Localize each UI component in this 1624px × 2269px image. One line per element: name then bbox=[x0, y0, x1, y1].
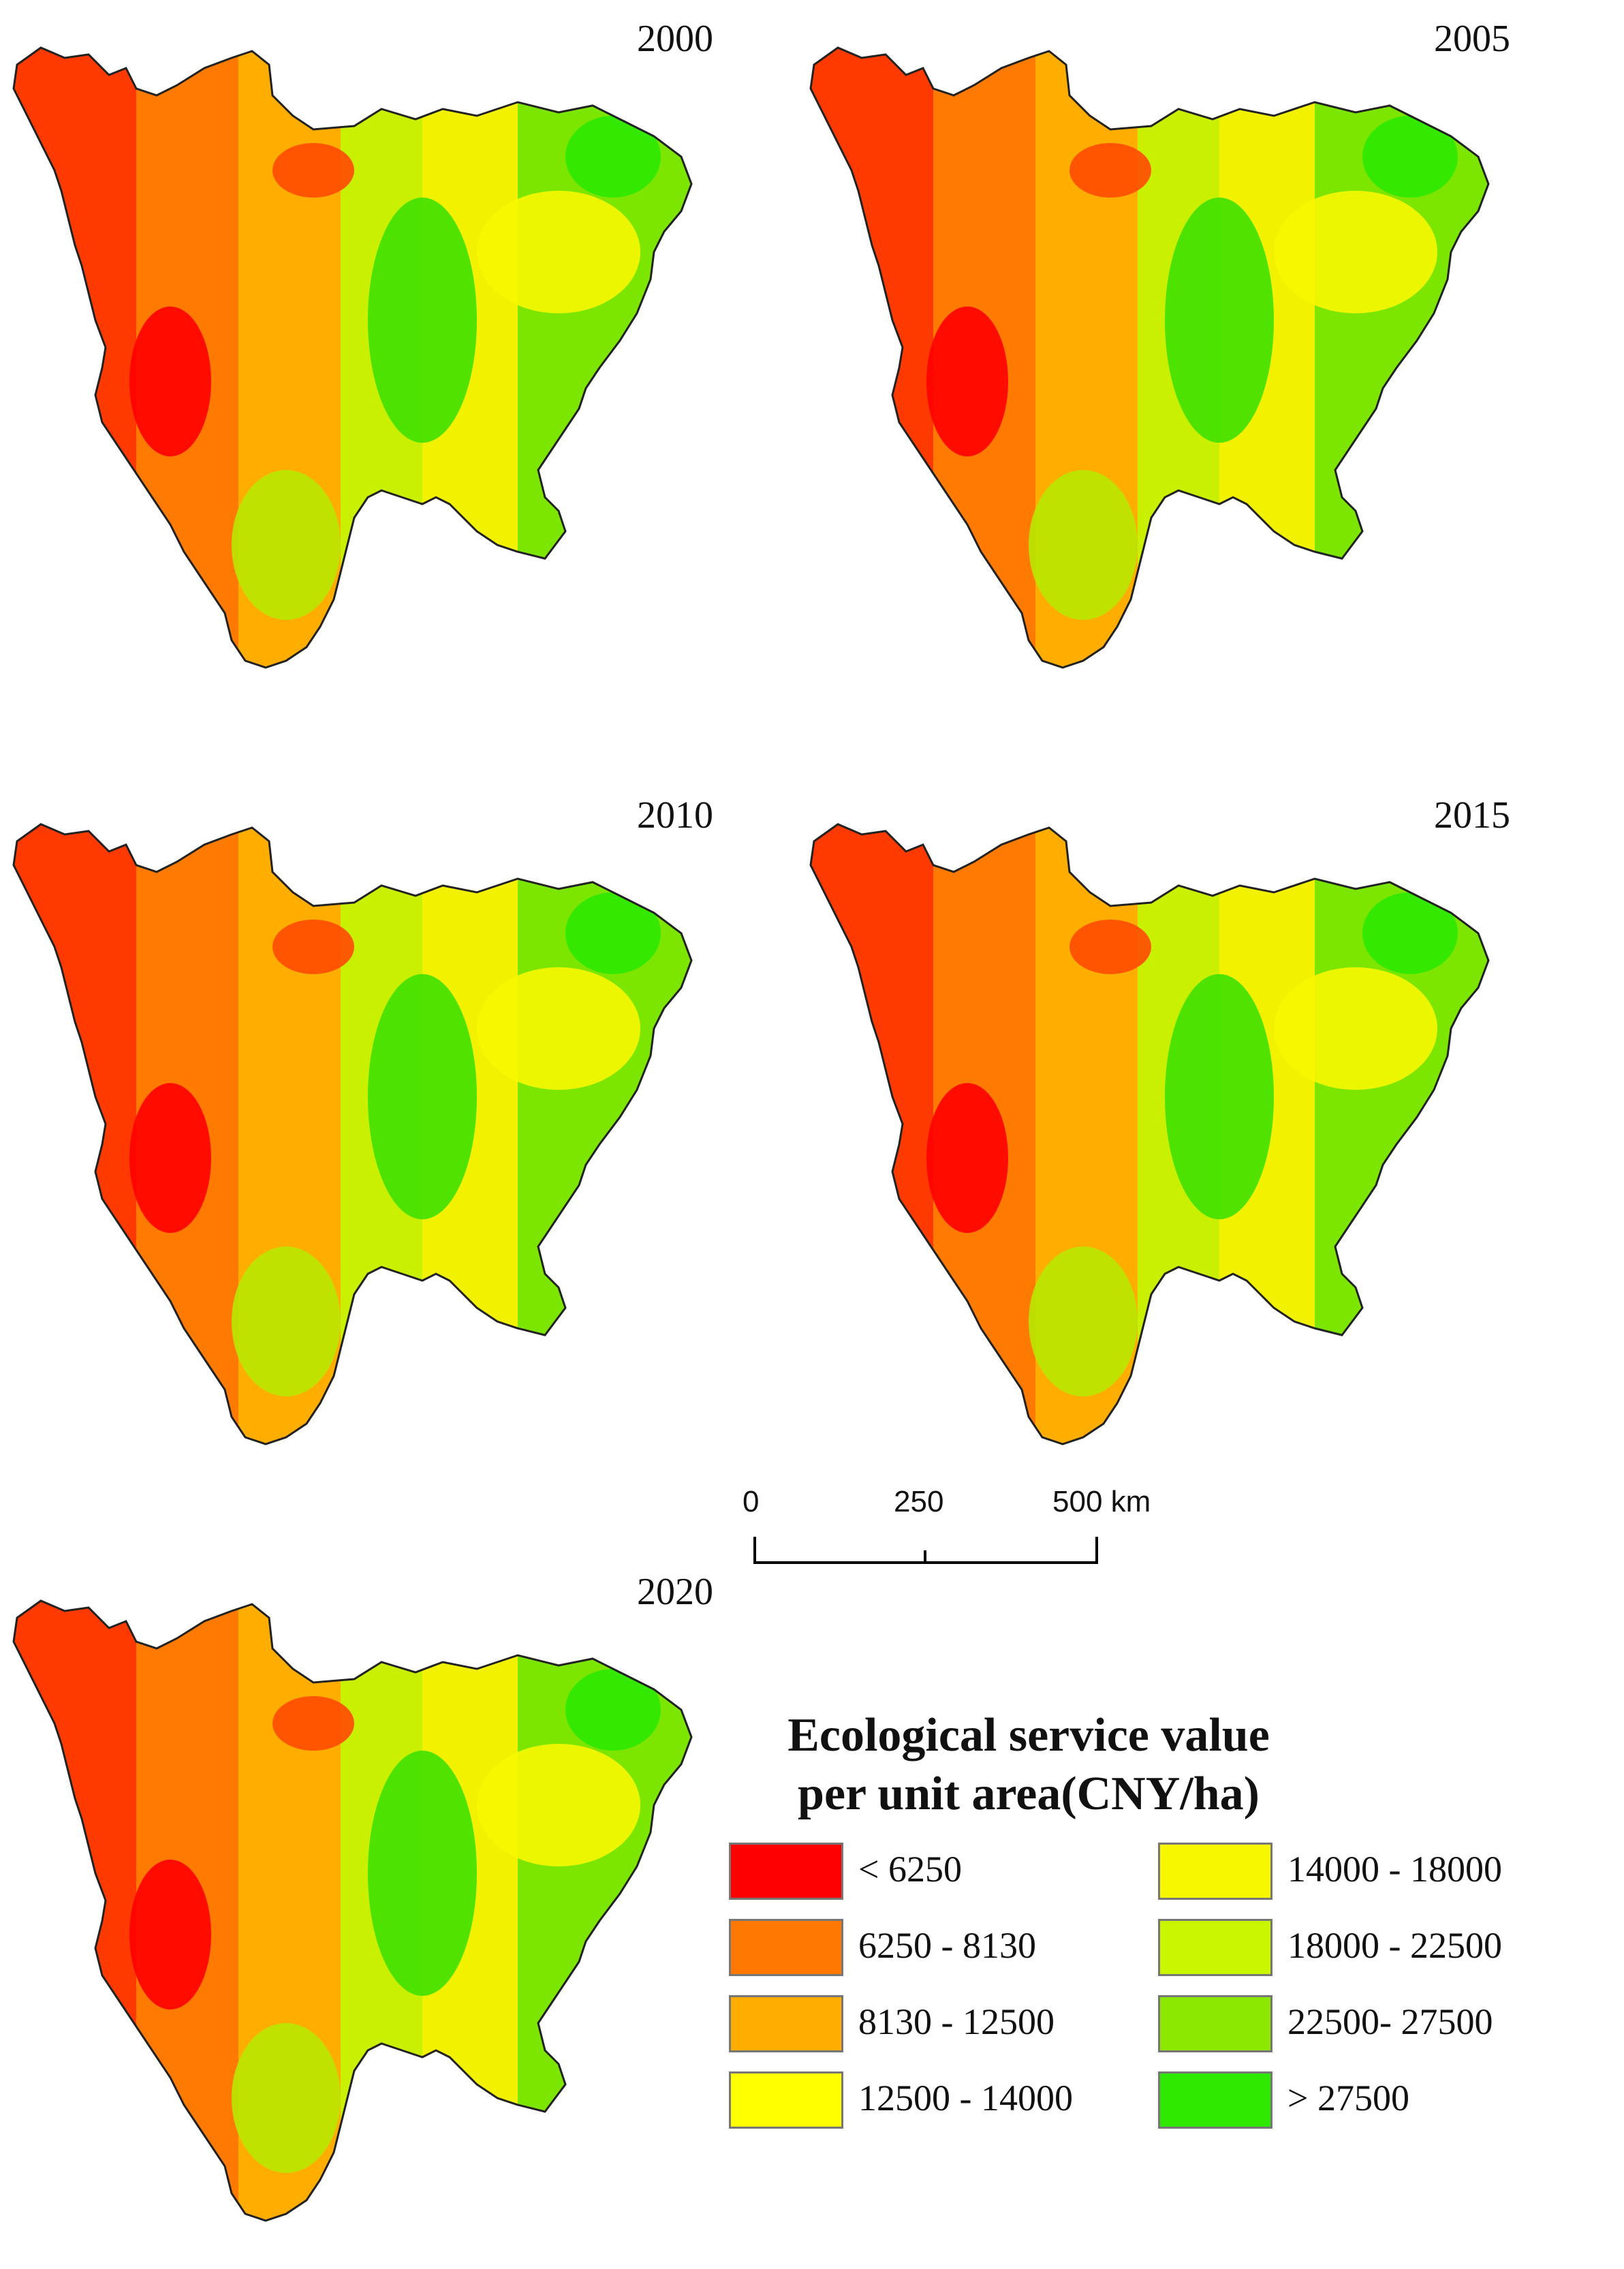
panel-year-label: 2015 bbox=[1434, 794, 1510, 836]
map-patch bbox=[232, 1247, 341, 1396]
map-zone bbox=[14, 1601, 136, 2221]
legend-swatch bbox=[729, 2071, 843, 2129]
legend-title-line1: Ecological service value bbox=[787, 1709, 1270, 1762]
panel-year-label: 2010 bbox=[637, 794, 713, 836]
map-patch bbox=[1274, 967, 1437, 1090]
legend-swatch bbox=[1158, 1843, 1272, 1900]
legend-label: 12500 - 14000 bbox=[858, 2078, 1073, 2118]
sichuan-map bbox=[12, 1599, 693, 2222]
panel-year-label: 2005 bbox=[1434, 18, 1510, 60]
map-patch bbox=[1069, 143, 1151, 198]
map-patch bbox=[1274, 191, 1437, 313]
sichuan-map bbox=[12, 823, 693, 1445]
map-patch bbox=[1029, 1247, 1138, 1396]
map-patch bbox=[477, 191, 640, 313]
map-patch bbox=[565, 1669, 661, 1751]
sichuan-map bbox=[809, 46, 1490, 669]
map-patch bbox=[1165, 198, 1274, 443]
map-panel-4 bbox=[0, 1580, 722, 2251]
map-panel-0 bbox=[0, 27, 722, 698]
map-patch bbox=[1069, 920, 1151, 974]
legend-swatch bbox=[729, 1919, 843, 1976]
map-zone bbox=[811, 48, 933, 668]
map-patch bbox=[272, 143, 354, 198]
legend-swatch bbox=[1158, 1995, 1272, 2052]
scale-tick-label-0: 0 bbox=[743, 1485, 760, 1518]
map-panel-1 bbox=[797, 27, 1519, 698]
legend-label: > 27500 bbox=[1287, 2078, 1409, 2118]
legend-title-line2: per unit area(CNY/ha) bbox=[798, 1768, 1260, 1820]
legend-label: 8130 - 12500 bbox=[858, 2001, 1055, 2042]
map-patch bbox=[565, 892, 661, 974]
map-patch bbox=[1029, 470, 1138, 620]
sichuan-map bbox=[12, 46, 693, 669]
map-patch bbox=[272, 1696, 354, 1751]
legend-label: 22500- 27500 bbox=[1287, 2001, 1493, 2042]
map-zone bbox=[14, 48, 136, 668]
map-patch bbox=[477, 967, 640, 1090]
legend-swatch bbox=[1158, 1919, 1272, 1976]
panel-year-label: 2020 bbox=[637, 1571, 713, 1613]
map-patch bbox=[368, 198, 477, 443]
map-patch bbox=[129, 1860, 211, 2009]
map-patch bbox=[129, 1083, 211, 1233]
legend-swatch bbox=[729, 1843, 843, 1900]
legend-swatch bbox=[1158, 2071, 1272, 2129]
legend-label: < 6250 bbox=[858, 1849, 962, 1890]
map-panel-3 bbox=[797, 804, 1519, 1475]
map-zone bbox=[14, 824, 136, 1444]
legend-label: 6250 - 8130 bbox=[858, 1925, 1036, 1966]
map-patch bbox=[1362, 116, 1458, 198]
map-patch bbox=[272, 920, 354, 974]
map-patch bbox=[368, 1751, 477, 1996]
scale-bar-line bbox=[753, 1537, 1098, 1564]
map-patch bbox=[232, 2023, 341, 2173]
map-patch bbox=[1362, 892, 1458, 974]
map-patch bbox=[926, 307, 1008, 456]
map-patch bbox=[926, 1083, 1008, 1233]
scale-tick-label-250: 250 bbox=[894, 1485, 944, 1518]
map-patch bbox=[565, 116, 661, 198]
sichuan-map bbox=[809, 823, 1490, 1445]
map-patch bbox=[477, 1744, 640, 1866]
map-patch bbox=[232, 470, 341, 620]
map-patch bbox=[1165, 974, 1274, 1219]
legend-title: Ecological service value per unit area(C… bbox=[722, 1706, 1335, 1824]
legend-label: 14000 - 18000 bbox=[1287, 1849, 1502, 1890]
map-panel-2 bbox=[0, 804, 722, 1475]
panel-year-label: 2000 bbox=[637, 18, 713, 60]
legend-label: 18000 - 22500 bbox=[1287, 1925, 1502, 1966]
legend-swatch bbox=[729, 1995, 843, 2052]
map-patch bbox=[368, 974, 477, 1219]
scale-tick-label-500: 500 km bbox=[1052, 1485, 1151, 1518]
map-zone bbox=[811, 824, 933, 1444]
map-patch bbox=[129, 307, 211, 456]
